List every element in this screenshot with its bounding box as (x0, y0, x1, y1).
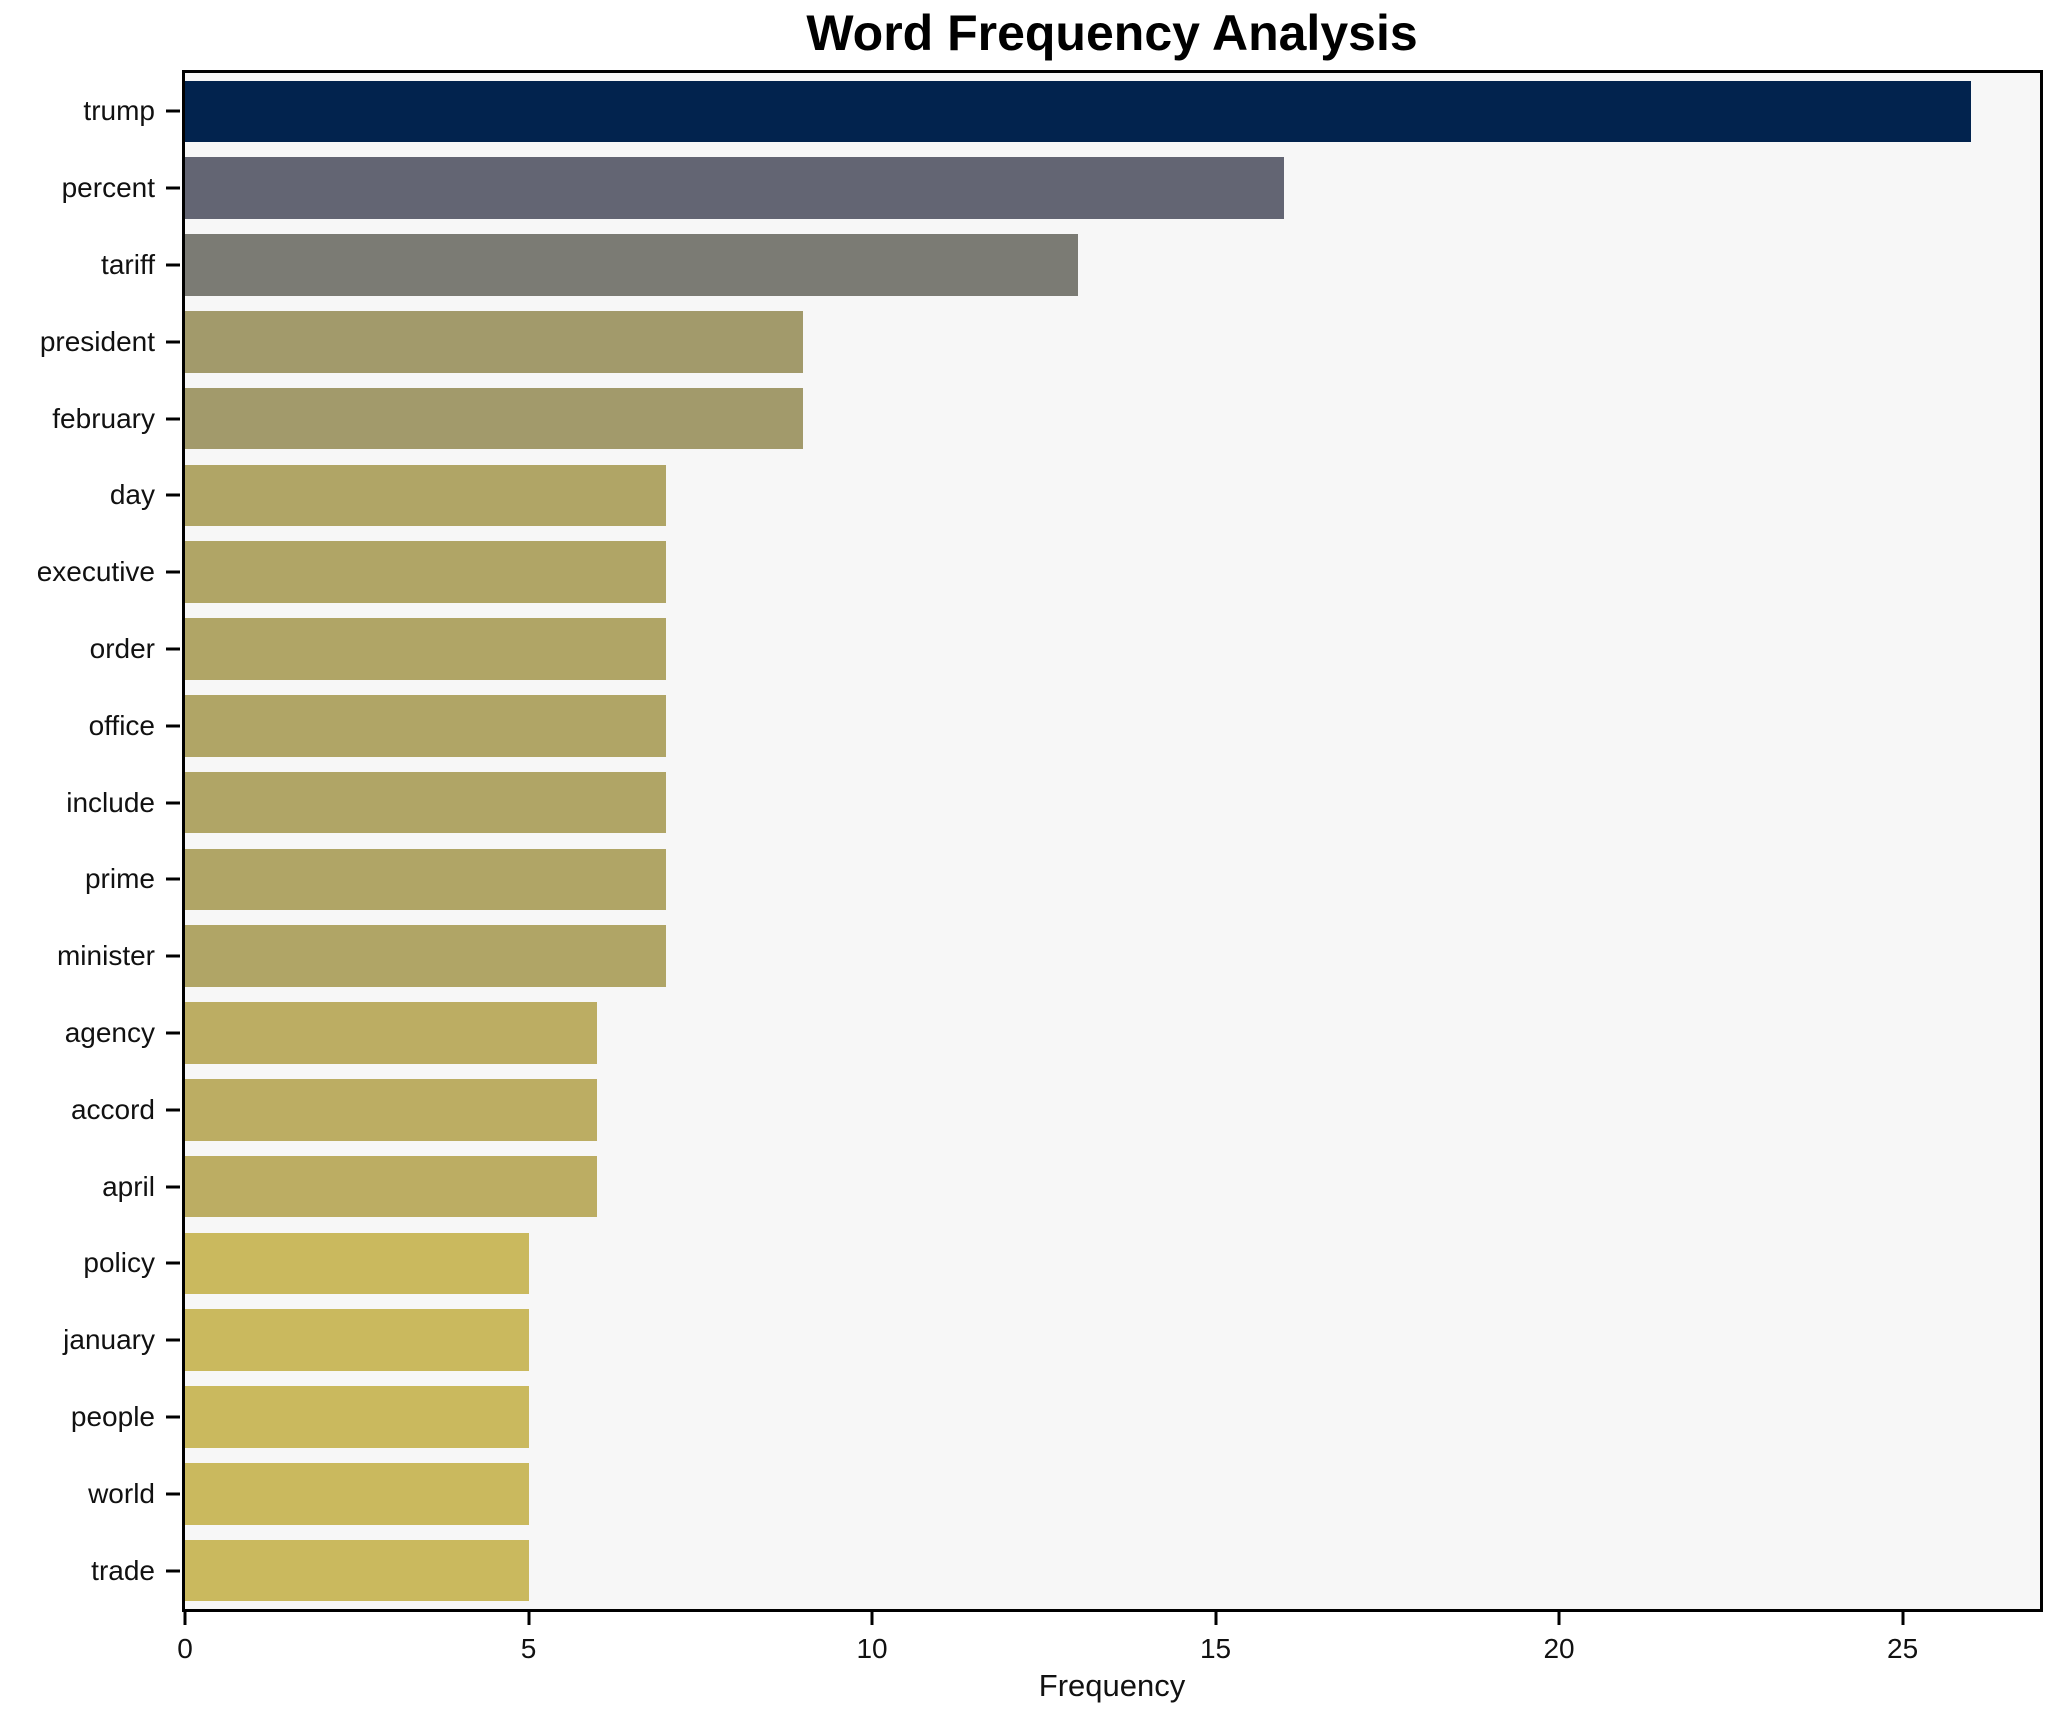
y-tick-label-trade: trade (91, 1554, 155, 1586)
y-tick-mark (166, 1261, 180, 1265)
bar-office (185, 695, 666, 757)
x-tick-label-15: 15 (1199, 1633, 1232, 1664)
x-tick-mark (183, 1612, 187, 1625)
y-tick-label-prime: prime (84, 863, 155, 895)
y-tick-label-include: include (66, 786, 155, 818)
y-tick-mark (166, 801, 180, 805)
bar-row: tariff (101, 227, 2040, 304)
y-tick-mark (166, 647, 180, 651)
y-tick-label-office: office (88, 709, 155, 741)
y-tick-label-percent: percent (61, 172, 155, 204)
x-tick-mark (870, 1612, 874, 1625)
y-tick-mark (166, 1185, 180, 1189)
bar-row: office (89, 687, 2040, 764)
bar-executive (185, 541, 666, 603)
bar-president (185, 311, 804, 373)
bar-row: january (63, 1302, 2040, 1379)
x-tick-mark (527, 1612, 531, 1625)
y-tick-mark (166, 570, 180, 574)
bar-accord (185, 1079, 598, 1141)
y-tick-mark (166, 1108, 180, 1112)
bar-row: agency (65, 995, 2040, 1072)
y-tick-label-policy: policy (83, 1247, 155, 1279)
bar-row: include (66, 764, 2040, 841)
bar-row: percent (62, 150, 2040, 227)
bar-row: executive (37, 534, 2040, 611)
bar-row: prime (85, 841, 2040, 918)
x-tick-label-5: 5 (520, 1633, 537, 1664)
bar-agency (185, 1002, 598, 1064)
y-tick-label-february: february (52, 402, 155, 434)
bar-include (185, 771, 666, 834)
y-tick-mark (166, 417, 180, 421)
y-tick-mark (166, 340, 180, 344)
y-tick-mark (166, 954, 180, 958)
y-tick-label-day: day (109, 479, 155, 511)
y-tick-mark (166, 1338, 180, 1342)
y-tick-mark (166, 877, 180, 881)
bar-april (185, 1155, 598, 1218)
bar-row: accord (71, 1071, 2040, 1148)
y-tick-label-agency: agency (64, 1016, 155, 1048)
bar-policy (185, 1232, 529, 1295)
y-tick-label-people: people (70, 1400, 155, 1432)
bar-row: trade (91, 1532, 2040, 1609)
bar-row: people (71, 1379, 2040, 1456)
y-tick-mark (166, 493, 180, 497)
bar-row: february (52, 380, 2040, 457)
y-tick-label-accord: accord (70, 1093, 155, 1125)
y-tick-label-april: april (102, 1170, 155, 1202)
bar-trump (185, 80, 1972, 143)
x-tick-mark (1901, 1612, 1905, 1625)
y-tick-mark (166, 109, 180, 113)
bar-trade (185, 1539, 529, 1602)
y-tick-label-january: january (63, 1324, 155, 1356)
y-tick-label-president: president (39, 325, 155, 357)
bar-minister (185, 925, 666, 987)
bar-february (185, 387, 804, 450)
x-tick-label-20: 20 (1543, 1633, 1575, 1664)
x-tick-mark (1557, 1612, 1561, 1625)
y-tick-mark (166, 186, 180, 190)
y-tick-label-executive: executive (36, 556, 155, 588)
plot-area: trump percent tariff president february day ex… (37, 70, 2043, 1664)
bar-people (185, 1386, 529, 1448)
bar-tariff (185, 234, 1079, 296)
bar-row: april (102, 1148, 2040, 1225)
y-tick-mark (166, 1569, 180, 1573)
chart-title: Word Frequency Analysis (806, 5, 1418, 61)
bar-row: president (40, 303, 2040, 380)
bar-day (185, 464, 666, 527)
bar-row: order (90, 611, 2040, 688)
y-tick-label-minister: minister (56, 940, 155, 972)
bar-world (185, 1463, 529, 1525)
bar-percent (185, 157, 1285, 219)
y-tick-label-order: order (89, 632, 155, 664)
bar-row: minister (57, 918, 2040, 995)
x-tick-label-10: 10 (856, 1633, 888, 1664)
bar-row: policy (83, 1225, 2040, 1302)
y-tick-mark (166, 1031, 180, 1035)
bar-prime (185, 848, 666, 911)
bar-row: trump (83, 73, 2040, 150)
bar-row: world (88, 1455, 2040, 1532)
bar-january (185, 1309, 529, 1371)
x-tick-label-0: 0 (177, 1633, 193, 1664)
bar-row: day (110, 457, 2040, 534)
y-tick-label-world: world (88, 1477, 155, 1509)
x-tick-mark (1214, 1612, 1218, 1625)
x-tick-label-25: 25 (1887, 1633, 1919, 1664)
y-tick-label-tariff: tariff (101, 248, 155, 280)
bar-order (185, 618, 666, 680)
y-tick-mark (166, 724, 180, 728)
y-tick-label-trump: trump (83, 95, 155, 127)
y-tick-mark (166, 263, 180, 267)
y-tick-mark (166, 1415, 180, 1419)
y-tick-mark (166, 1492, 180, 1496)
x-axis-label: Frequency (1038, 1668, 1186, 1703)
